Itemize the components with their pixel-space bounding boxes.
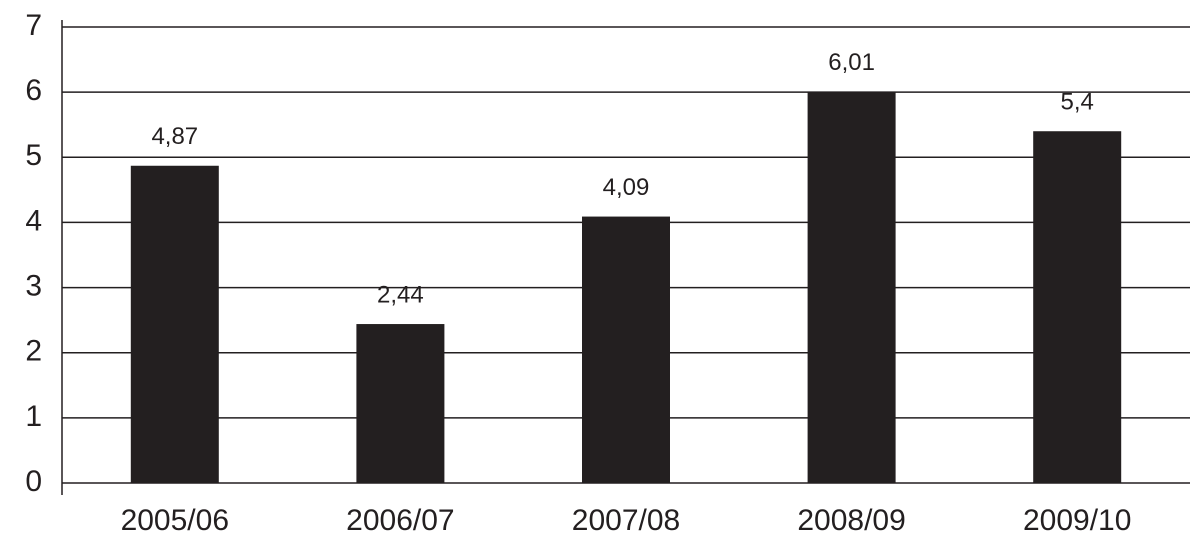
value-label: 6,01 [828, 49, 875, 76]
y-tick-label: 1 [25, 400, 42, 433]
value-label: 5,4 [1061, 89, 1094, 116]
x-tick-label: 2007/08 [572, 504, 680, 537]
value-label: 4,87 [151, 123, 198, 150]
bar [582, 216, 670, 483]
y-tick-label: 3 [25, 269, 42, 302]
bar [356, 324, 445, 483]
y-tick-label: 6 [25, 74, 42, 107]
y-tick-label: 0 [25, 465, 42, 498]
y-tick-label: 4 [25, 204, 42, 237]
x-tick-label: 2005/06 [121, 504, 229, 537]
bar [807, 91, 896, 484]
y-tick-label: 7 [25, 9, 42, 42]
x-tick-label: 2008/09 [797, 504, 905, 537]
x-tick-label: 2006/07 [346, 504, 454, 537]
value-label: 4,09 [603, 174, 650, 201]
value-label: 2,44 [377, 281, 424, 308]
bar [1033, 131, 1122, 483]
y-tick-label: 2 [25, 335, 42, 368]
y-tick-label: 5 [25, 139, 42, 172]
x-tick-label: 2009/10 [1023, 504, 1131, 537]
bar [130, 165, 219, 484]
